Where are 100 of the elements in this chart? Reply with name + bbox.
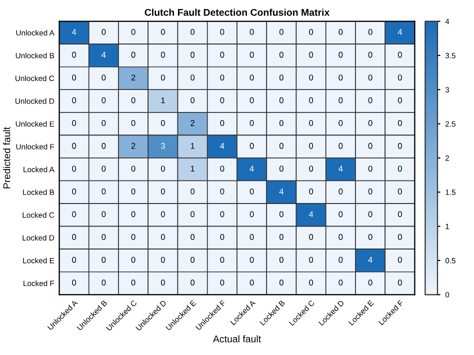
data-label: 0 xyxy=(102,29,106,35)
data-label: 0 xyxy=(250,97,254,104)
data-label: 2 xyxy=(190,120,194,126)
data-label: 0 xyxy=(131,188,136,194)
data-label: 0 xyxy=(72,120,76,126)
data-label: 0 xyxy=(131,211,136,218)
data-label: 4 xyxy=(102,52,106,58)
data-label: 4 xyxy=(338,166,343,172)
data-label: 0 xyxy=(220,188,224,194)
data-label: 0 xyxy=(338,256,343,263)
data-label: 0 xyxy=(279,29,284,35)
data-label: 0 xyxy=(160,29,165,35)
data-label: 0 xyxy=(368,188,372,194)
data-label: 0 xyxy=(398,142,402,149)
data-label: 0 xyxy=(279,211,284,218)
data-label: 0 xyxy=(368,142,372,149)
data-label: 0 xyxy=(279,52,284,58)
data-label: 0 xyxy=(102,188,106,194)
data-label: 0 xyxy=(160,256,165,263)
data-label: 0 xyxy=(160,52,165,58)
data-label: 0 xyxy=(72,166,76,172)
data-label: 0 xyxy=(250,142,254,149)
data-label: 0 xyxy=(309,120,314,126)
data-label: 0 xyxy=(398,256,402,263)
data-label: 0 xyxy=(398,188,402,194)
data-label: 0 xyxy=(309,52,314,58)
data-label: 1 xyxy=(190,166,194,172)
data-label: 0 xyxy=(72,74,76,80)
data-label: 0 xyxy=(102,74,106,80)
data-label: 0 xyxy=(72,97,76,104)
data-label: 0 xyxy=(398,280,402,286)
data-label: 0 xyxy=(338,188,343,194)
data-label: 0 xyxy=(338,142,343,149)
data-label: 0 xyxy=(250,211,254,218)
data-label: 4 xyxy=(220,143,224,149)
data-label: 0 xyxy=(220,52,224,58)
data-label: 0 xyxy=(131,52,136,58)
data-label: 0 xyxy=(368,280,372,286)
data-label: 0 xyxy=(368,74,372,80)
data-label: 0 xyxy=(309,166,314,172)
data-label: 0 xyxy=(190,29,195,35)
data-label: 0 xyxy=(220,120,224,126)
data-label: 0 xyxy=(250,188,254,194)
data-label: 0 xyxy=(338,120,343,126)
y-axis-title: Predicted fault xyxy=(3,126,10,188)
data-label: 0 xyxy=(72,280,76,286)
data-label: 0 xyxy=(250,74,254,80)
data-label: 0 xyxy=(368,120,372,126)
data-label: 0 xyxy=(102,256,106,263)
data-label: 0 xyxy=(338,29,343,35)
data-label: 0 xyxy=(102,211,106,218)
data-label: 0 xyxy=(220,74,224,80)
data-label: 0 xyxy=(338,234,343,240)
x-axis-title: Actual fault xyxy=(212,335,261,342)
data-label: 4 xyxy=(250,166,254,172)
data-label: 0 xyxy=(279,120,284,126)
data-label: 0 xyxy=(279,280,284,286)
data-label: 0 xyxy=(190,74,195,80)
data-label: 0 xyxy=(102,142,106,149)
data-label: 0 xyxy=(250,29,254,35)
data-label: 0 xyxy=(309,29,314,35)
data-label: 0 xyxy=(131,29,136,35)
data-label: 0 xyxy=(190,52,195,58)
chart-title: Clutch Fault Detection Confusion Matrix xyxy=(144,8,330,16)
data-label: 0 xyxy=(131,234,136,240)
data-label: 0 xyxy=(190,188,195,194)
data-label: 0 xyxy=(102,166,106,172)
data-label: 0 xyxy=(220,256,224,263)
data-label: 0 xyxy=(102,280,106,286)
data-label: 0 xyxy=(131,280,136,286)
data-label: 0 xyxy=(72,234,76,240)
data-label: 0 xyxy=(309,74,314,80)
data-label: 0 xyxy=(190,234,195,240)
data-label: 0 xyxy=(309,188,314,194)
data-label: 0 xyxy=(220,280,224,286)
data-label: 0 xyxy=(368,211,372,218)
data-label: 0 xyxy=(279,97,284,104)
data-label: 4 xyxy=(398,29,402,35)
data-label: 0 xyxy=(190,280,195,286)
data-label: 0 xyxy=(220,234,224,240)
data-label: 0 xyxy=(368,234,372,240)
data-label: 0 xyxy=(250,234,254,240)
data-label: 0 xyxy=(190,211,195,218)
data-label: 0 xyxy=(250,120,254,126)
data-label: 3 xyxy=(160,142,165,149)
data-label: 0 xyxy=(131,166,136,172)
data-label: 0 xyxy=(398,211,402,218)
data-label: 2 xyxy=(131,74,136,80)
data-label: 0 xyxy=(72,188,76,194)
data-label: 0 xyxy=(131,256,136,263)
data-label: 0 xyxy=(398,120,402,126)
data-label: 0 xyxy=(250,256,254,263)
data-label: 0 xyxy=(338,52,343,58)
data-label: 0 xyxy=(72,142,76,149)
data-label: 0 xyxy=(160,188,165,194)
data-label: 0 xyxy=(220,166,224,172)
data-label: 0 xyxy=(131,120,136,126)
data-label: 0 xyxy=(279,74,284,80)
data-label: 4 xyxy=(368,256,372,263)
data-label: 0 xyxy=(160,280,165,286)
